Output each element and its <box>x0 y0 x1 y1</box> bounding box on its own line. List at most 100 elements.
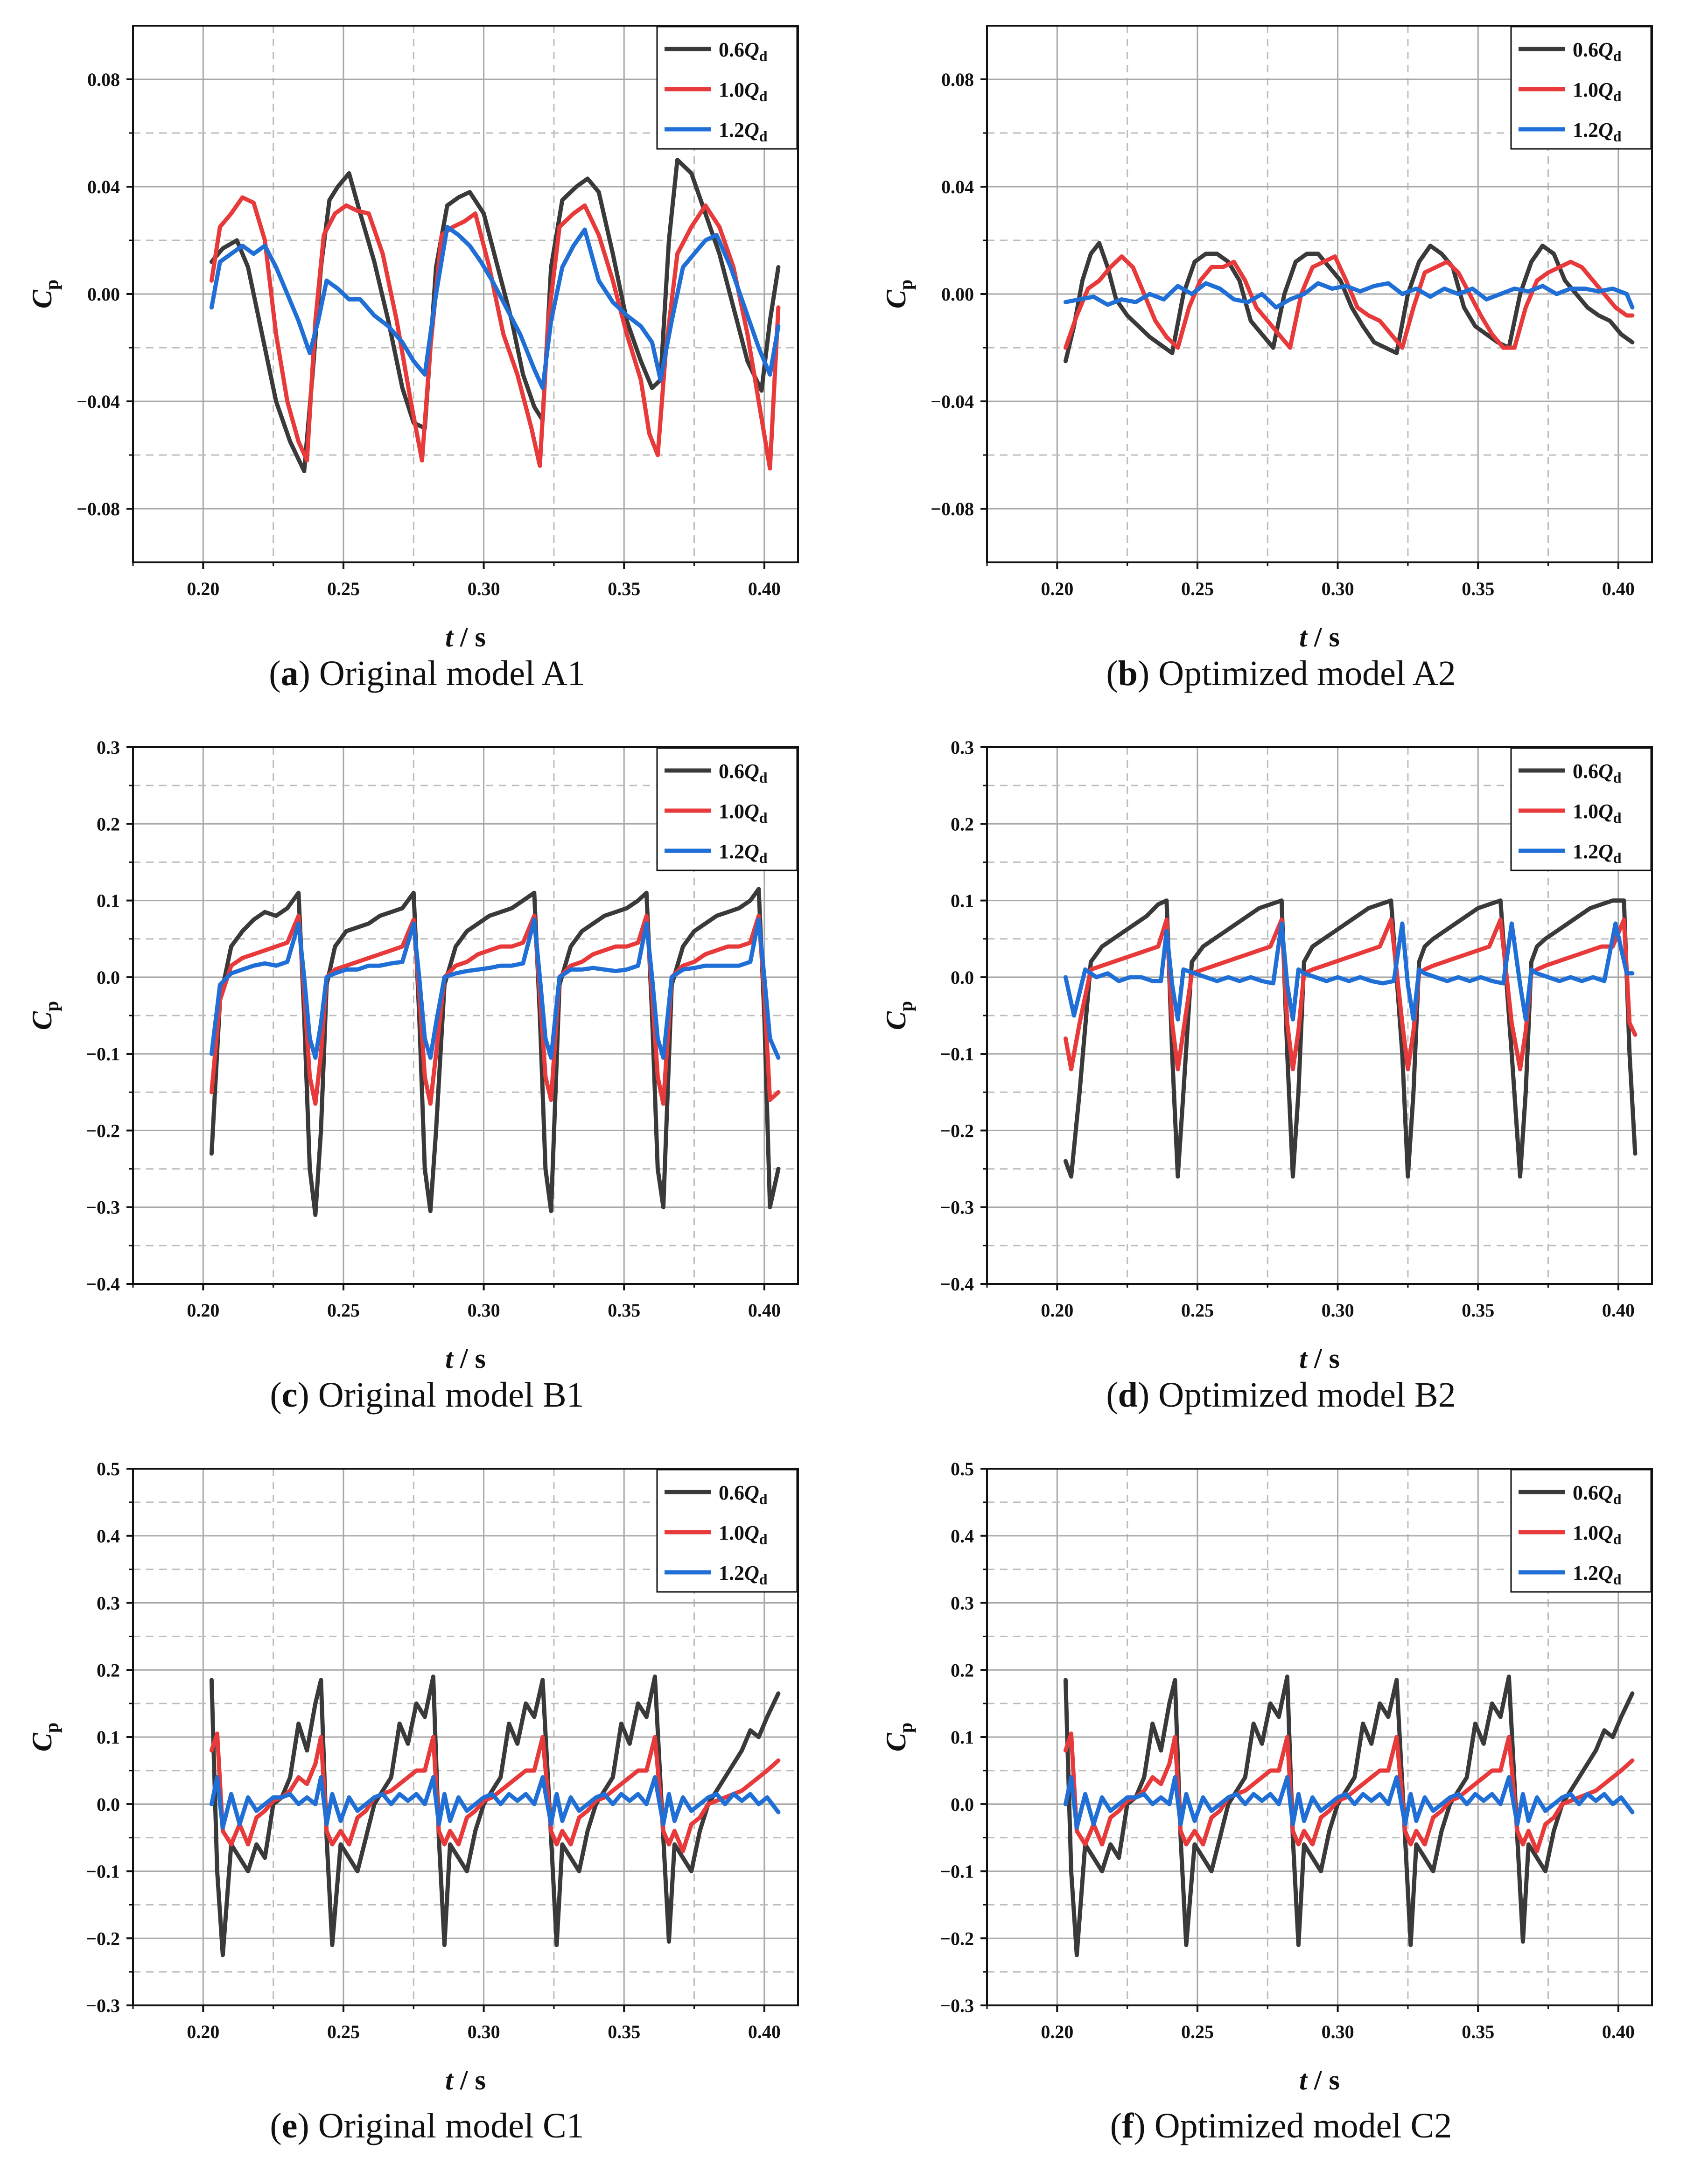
chart-c: −0.4 −0.3 −0.2 −0.1 0.0 0.1 0.2 0.3 0.20 0.25 0.30… <box>27 737 799 1374</box>
x-tick-label: 0.20 <box>1041 1300 1073 1321</box>
legend-entry: 0.6Qd <box>1573 38 1622 64</box>
y-tick-label: 0.0 <box>951 1794 974 1815</box>
legend-entry: 0.6Qd <box>719 1481 768 1507</box>
y-tick-label: 0.1 <box>951 890 974 911</box>
y-tick-label: −0.04 <box>77 391 120 412</box>
x-tick-label: 0.25 <box>327 578 360 599</box>
panel-c: −0.4 −0.3 −0.2 −0.1 0.0 0.1 0.2 0.3 0.20 0.25 0.30… <box>0 722 854 1443</box>
x-axis: 0.20 0.25 0.30 0.35 0.40 <box>986 562 1635 599</box>
x-axis-label-unit: / s <box>1307 622 1340 652</box>
caption-text: Optimized model B2 <box>1158 1375 1456 1415</box>
caption-letter: e <box>281 2106 298 2145</box>
y-tick-label: −0.3 <box>940 1197 974 1218</box>
caption-text: Optimized model C2 <box>1154 2106 1452 2145</box>
series-line-0.6 <box>209 887 781 1217</box>
x-axis-label-var: t <box>1299 2065 1308 2095</box>
y-axis: −0.4 −0.3 −0.2 −0.1 0.0 0.1 0.2 0.3 <box>86 737 133 1295</box>
x-axis-label-unit: / s <box>453 622 486 652</box>
x-axis-label: t / s <box>445 622 486 652</box>
y-axis: −0.4 −0.3 −0.2 −0.1 0.0 0.1 0.2 0.3 <box>940 737 987 1295</box>
x-axis-label-var: t <box>445 2065 454 2095</box>
legend: 0.6Qd 1.0Qd 1.2Qd <box>1510 747 1652 871</box>
x-tick-label: 0.35 <box>1462 1300 1494 1321</box>
series-line-1.0 <box>209 913 781 1106</box>
legend: 0.6Qd 1.0Qd 1.2Qd <box>656 747 798 871</box>
panel-e: −0.3 −0.2 −0.1 0.0 0.1 0.2 0.3 0.4 0.5 0.20 0.25 0.… <box>0 1443 854 2165</box>
y-tick-label: 0.2 <box>951 1660 974 1681</box>
y-tick-label: −0.1 <box>940 1044 974 1065</box>
y-tick-label: 0.1 <box>951 1727 974 1748</box>
y-tick-label: −0.08 <box>77 498 120 519</box>
y-tick-label: 0.0 <box>951 967 974 988</box>
y-tick-label: −0.2 <box>940 1928 974 1949</box>
legend: 0.6Qd 1.0Qd 1.2Qd <box>1510 1469 1652 1593</box>
legend: 0.6Qd 1.0Qd 1.2Qd <box>656 1469 798 1593</box>
legend-entry: 1.0Qd <box>719 800 768 826</box>
caption-text: Original model C1 <box>318 2106 584 2145</box>
y-tick-label: 0.04 <box>87 176 120 197</box>
x-axis: 0.20 0.25 0.30 0.35 0.40 <box>132 1284 781 1321</box>
y-tick-label: 0.5 <box>951 1458 974 1479</box>
x-axis-label-unit: / s <box>453 1343 486 1374</box>
x-axis-label-var: t <box>1299 622 1308 652</box>
x-axis-label: t / s <box>1299 1343 1340 1374</box>
x-tick-label: 0.30 <box>1322 578 1354 599</box>
chart-b: −0.08−0.040.000.040.080.20 0.25 0.30 0.35 0.… <box>881 25 1653 652</box>
y-tick-label: −0.4 <box>940 1274 974 1295</box>
y-tick-label: 0.00 <box>941 284 974 305</box>
x-axis-label-unit: / s <box>1307 1343 1340 1374</box>
y-axis-label: Cp <box>881 280 916 308</box>
y-axis-label-var: C <box>881 289 911 308</box>
series-line-1.0 <box>1063 254 1635 350</box>
y-tick-label: 0.4 <box>97 1526 120 1547</box>
x-tick-label: 0.35 <box>608 1300 640 1321</box>
x-tick-label: 0.40 <box>1602 2021 1635 2042</box>
y-tick-label: 0.08 <box>87 69 120 90</box>
panel-a: −0.08 −0.04 0.00 0.04 0.08 0.20 0.25 0.30 0.35 0.… <box>0 0 854 722</box>
y-tick-label: 0.1 <box>97 1727 120 1748</box>
caption-a: (a) Original model A1 <box>269 654 585 693</box>
legend-entry: 1.2Qd <box>719 119 768 145</box>
x-tick-label: 0.25 <box>327 1300 360 1321</box>
x-tick-label: 0.40 <box>1602 578 1635 599</box>
legend-entry: 1.2Qd <box>719 840 768 866</box>
y-tick-label: 0.3 <box>97 737 120 758</box>
y-tick-label: 0.4 <box>951 1526 974 1547</box>
panel-f: −0.3 −0.2 −0.1 0.0 0.1 0.2 0.3 0.4 0.5 0.20 0.25 0.… <box>854 1443 1708 2165</box>
x-tick-label: 0.35 <box>1462 578 1494 599</box>
y-tick-label: 0.0 <box>97 1794 120 1815</box>
x-tick-label: 0.40 <box>748 2021 781 2042</box>
y-tick-label: 0.3 <box>951 1593 974 1614</box>
series-line-1.0 <box>209 195 781 471</box>
y-tick-label: −0.3 <box>86 1197 120 1218</box>
x-tick-label: 0.35 <box>608 578 640 599</box>
legend-entry: 0.6Qd <box>1573 760 1622 786</box>
x-tick-label: 0.25 <box>1181 578 1214 599</box>
y-axis: −0.3 −0.2 −0.1 0.0 0.1 0.2 0.3 0.4 0.5 <box>940 1458 987 2016</box>
x-axis: 0.20 0.25 0.30 0.35 0.40 <box>986 1284 1635 1321</box>
y-axis: −0.08 −0.04 0.00 0.04 0.08 <box>931 69 987 519</box>
y-tick-label: 0.0 <box>97 967 120 988</box>
y-axis-label-sub: p <box>41 1723 62 1733</box>
x-tick-label: 0.20 <box>187 578 219 599</box>
y-tick-label: −0.4 <box>86 1274 120 1295</box>
caption-text: Original model B1 <box>318 1375 584 1415</box>
caption-text: Original model A1 <box>319 654 585 693</box>
legend-entry: 1.2Qd <box>1573 1562 1622 1588</box>
legend-entry: 1.2Qd <box>719 1562 768 1588</box>
legend-entry: 0.6Qd <box>719 38 768 64</box>
y-axis-label-sub: p <box>895 1001 916 1011</box>
x-axis-label: t / s <box>1299 2065 1340 2095</box>
y-tick-label: 0.3 <box>951 737 974 758</box>
x-axis-label-var: t <box>445 622 454 652</box>
x-axis: 0.20 0.25 0.30 0.35 0.40 <box>986 2005 1635 2042</box>
x-axis-label-var: t <box>1299 1343 1308 1374</box>
y-tick-label: −0.1 <box>940 1861 974 1882</box>
legend-entry: 1.0Qd <box>719 78 768 105</box>
series-line-0.6 <box>1063 241 1635 364</box>
caption-e: (e) Original model C1 <box>270 2106 584 2145</box>
caption-text: Optimized model A2 <box>1158 654 1456 693</box>
caption-letter: b <box>1118 654 1138 693</box>
y-tick-label: 0.08 <box>941 69 974 90</box>
caption-c: (c) Original model B1 <box>270 1375 584 1415</box>
